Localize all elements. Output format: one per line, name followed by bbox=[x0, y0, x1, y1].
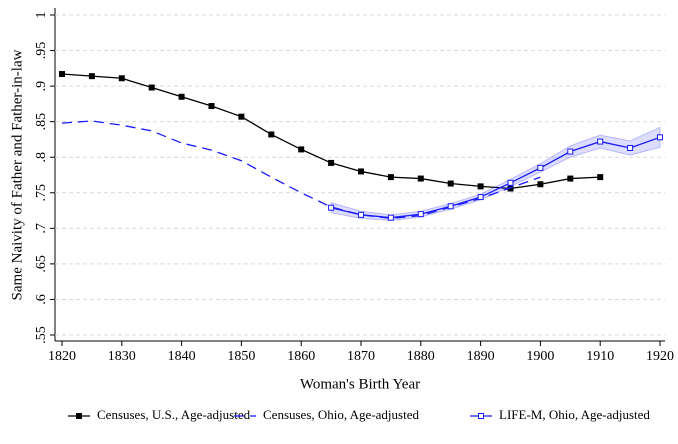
y-tick-label: .6 bbox=[34, 294, 49, 305]
point-marker bbox=[537, 181, 544, 188]
legend-marker bbox=[478, 413, 484, 419]
point-marker bbox=[118, 75, 125, 82]
point-marker bbox=[387, 174, 394, 181]
y-tick-label: .7 bbox=[34, 223, 49, 234]
point-marker bbox=[268, 131, 275, 138]
y-tick-label: .65 bbox=[34, 255, 49, 273]
point-marker bbox=[178, 93, 185, 100]
point-marker bbox=[537, 164, 544, 171]
point-marker bbox=[238, 113, 245, 120]
point-marker bbox=[657, 134, 663, 141]
y-tick-label: .8 bbox=[34, 152, 49, 163]
x-tick-label: 1830 bbox=[108, 349, 136, 364]
point-marker bbox=[597, 174, 604, 181]
y-tick-label: .85 bbox=[34, 113, 49, 130]
point-marker bbox=[148, 84, 155, 91]
x-tick-label: 1880 bbox=[407, 349, 435, 364]
x-tick-label: 1860 bbox=[287, 349, 315, 364]
y-tick-label: .75 bbox=[34, 184, 49, 202]
legend-label: Censuses, U.S., Age-adjusted bbox=[97, 407, 251, 422]
point-marker bbox=[417, 211, 424, 218]
point-marker bbox=[627, 144, 634, 151]
point-marker bbox=[358, 168, 364, 175]
series-line bbox=[61, 120, 541, 220]
legend-marker bbox=[76, 413, 82, 419]
point-marker bbox=[477, 194, 484, 201]
confidence-band bbox=[330, 126, 661, 222]
x-tick-label: 1920 bbox=[646, 349, 674, 364]
series-line bbox=[61, 73, 601, 190]
x-tick-label: 1910 bbox=[586, 349, 614, 364]
point-marker bbox=[597, 138, 604, 145]
x-axis-title: Woman's Birth Year bbox=[300, 376, 420, 392]
y-tick-label: 1 bbox=[34, 12, 49, 19]
point-marker bbox=[59, 71, 65, 78]
x-tick-label: 1850 bbox=[227, 349, 255, 364]
series-line bbox=[330, 136, 661, 219]
point-marker bbox=[358, 211, 364, 218]
x-tick-label: 1840 bbox=[168, 349, 196, 364]
point-marker bbox=[417, 175, 424, 182]
point-marker bbox=[477, 183, 484, 190]
y-tick-label: .9 bbox=[34, 81, 49, 92]
y-tick-label: .95 bbox=[34, 42, 49, 60]
y-axis-title: Same Naivity of Father and Father-in-law bbox=[9, 49, 25, 300]
point-marker bbox=[328, 204, 335, 211]
point-marker bbox=[298, 146, 305, 153]
point-marker bbox=[208, 103, 215, 110]
point-marker bbox=[507, 179, 514, 186]
point-marker bbox=[567, 148, 574, 155]
legend-label: Censuses, Ohio, Age-adjusted bbox=[263, 407, 419, 422]
point-marker bbox=[88, 73, 95, 80]
x-tick-label: 1820 bbox=[48, 349, 76, 364]
x-tick-label: 1870 bbox=[347, 349, 375, 364]
point-marker bbox=[447, 203, 454, 210]
legend-label: LIFE-M, Ohio, Age-adjusted bbox=[499, 407, 650, 422]
x-tick-label: 1900 bbox=[526, 349, 554, 364]
x-tick-label: 1890 bbox=[467, 349, 495, 364]
point-marker bbox=[328, 159, 335, 166]
point-marker bbox=[387, 214, 394, 221]
y-tick-label: .55 bbox=[34, 326, 49, 344]
point-marker bbox=[567, 175, 574, 182]
point-marker bbox=[447, 180, 454, 187]
